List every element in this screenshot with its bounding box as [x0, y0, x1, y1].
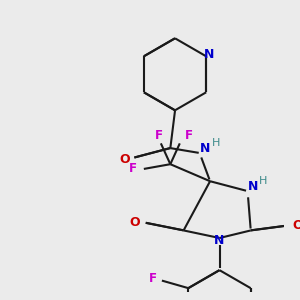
Text: N: N — [204, 48, 214, 61]
Text: N: N — [248, 180, 258, 194]
Text: F: F — [128, 162, 136, 176]
Text: H: H — [212, 138, 220, 148]
Text: N: N — [200, 142, 211, 154]
Text: H: H — [259, 176, 267, 186]
Text: F: F — [185, 129, 193, 142]
Text: F: F — [155, 129, 163, 142]
Text: N: N — [214, 234, 225, 247]
Text: F: F — [148, 272, 156, 285]
Text: O: O — [129, 216, 140, 230]
Text: O: O — [293, 219, 300, 232]
Text: O: O — [120, 153, 130, 166]
